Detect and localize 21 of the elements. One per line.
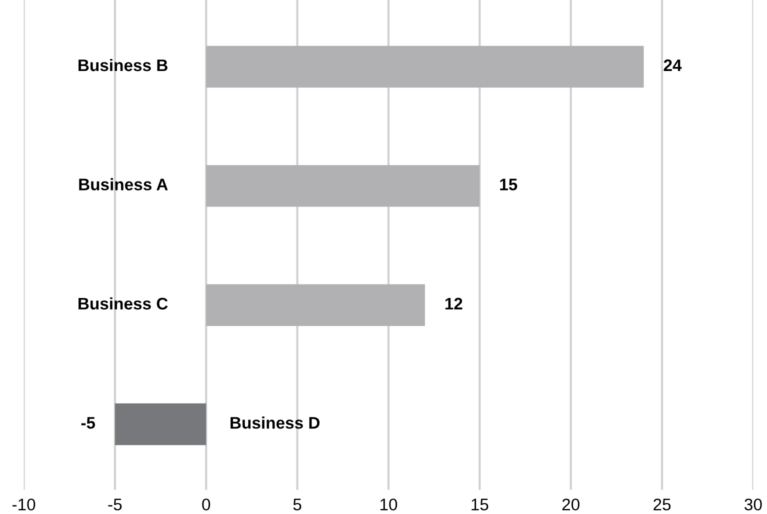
data-label: -5 [81,417,96,429]
data-label: 15 [500,178,518,190]
bar [206,46,644,88]
y-tick-label: Business C [78,297,168,310]
x-tick-label: 25 [654,498,671,510]
data-label: 24 [664,59,682,72]
x-tick-label: 30 [744,498,762,510]
y-tick-label: Business B [78,58,168,72]
x-tick-label: 0 [202,498,210,510]
x-tick-label: 5 [293,498,302,510]
x-tick-label: 20 [562,498,580,510]
y-tick-label: Business A [79,178,168,190]
bar [206,165,480,207]
bar [114,403,206,446]
y-tick-label: Business D [230,416,320,429]
x-tick-label: -5 [108,498,122,510]
x-tick-label: 10 [380,498,398,510]
data-label: 12 [445,298,462,310]
x-tick-label: -10 [12,498,36,510]
x-tick-label: 15 [472,498,488,510]
bar [206,284,425,326]
